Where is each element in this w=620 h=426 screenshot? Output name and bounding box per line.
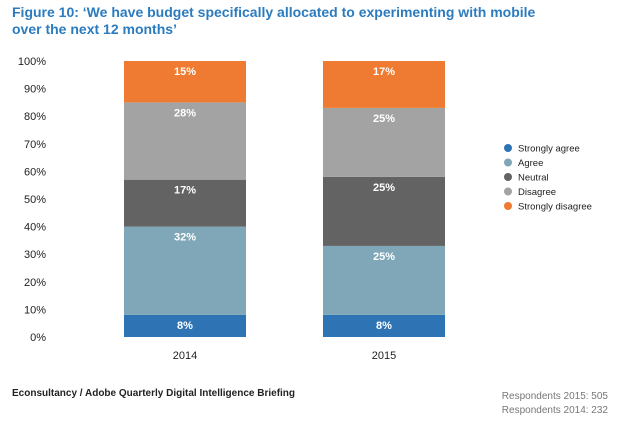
legend-marker-strongly_disagree	[504, 202, 512, 210]
y-tick-label: 0%	[30, 332, 46, 344]
legend-marker-strongly_agree	[504, 144, 512, 152]
chart-title-line-1: Figure 10: ‘We have budget specifically …	[12, 4, 536, 20]
y-tick-label: 70%	[24, 139, 46, 151]
data-label-2015-disagree: 25%	[373, 113, 395, 125]
y-tick-label: 40%	[24, 222, 46, 234]
legend-marker-disagree	[504, 187, 512, 196]
respondents-2014: Respondents 2014: 232	[501, 405, 608, 416]
data-label-2015-neutral: 25%	[373, 182, 395, 194]
y-tick-label: 90%	[24, 84, 46, 96]
legend-label-agree: Agree	[518, 158, 543, 169]
data-label-2015-agree: 25%	[373, 251, 395, 263]
bar-segment-2015-neutral	[323, 176, 445, 246]
y-tick-label: 80%	[24, 111, 46, 123]
bar-segment-2015-strongly_disagree	[323, 61, 445, 108]
bar-segment-2014-agree	[124, 226, 246, 315]
chart-title-line-2: over the next 12 months’	[12, 21, 177, 37]
x-tick-label-2015: 2015	[372, 350, 396, 362]
bar-segment-2014-disagree	[124, 102, 246, 180]
data-label-2014-neutral: 17%	[174, 185, 196, 197]
bar-segment-2014-neutral	[124, 179, 246, 227]
y-tick-label: 50%	[24, 194, 46, 206]
y-tick-label: 20%	[24, 277, 46, 289]
data-label-2014-strongly_agree: 8%	[177, 320, 193, 332]
source-note: Econsultancy / Adobe Quarterly Digital I…	[12, 388, 296, 399]
bar-segment-2014-strongly_disagree	[124, 61, 246, 103]
respondents-note: Respondents 2015: 505 Respondents 2014: …	[502, 390, 608, 418]
legend-marker-neutral	[504, 173, 512, 181]
legend-label-disagree: Disagree	[518, 187, 556, 198]
y-tick-label: 100%	[18, 56, 46, 68]
data-label-2014-strongly_disagree: 15%	[174, 66, 196, 78]
y-tick-label: 30%	[24, 249, 46, 261]
bar-segment-2015-agree	[323, 245, 445, 315]
data-label-2015-strongly_disagree: 17%	[373, 66, 395, 78]
bar-segment-2015-strongly_agree	[323, 314, 445, 337]
legend-marker-agree	[504, 158, 512, 167]
stacked-bar-chart: 0% 10% 20% 30% 40% 50% 60% 70% 80% 90% 100% 8% 32% 17…	[18, 56, 592, 362]
bar-segment-2014-strongly_agree	[124, 314, 246, 337]
x-tick-label-2014: 2014	[173, 350, 197, 362]
legend-label-strongly_disagree: Strongly disagree	[518, 202, 592, 213]
bar-segment-2015-disagree	[323, 107, 445, 177]
chart-title: Figure 10: ‘We have budget specifically …	[12, 4, 612, 38]
respondents-2015: Respondents 2015: 505	[501, 391, 608, 402]
data-label-2014-disagree: 28%	[174, 107, 196, 119]
legend-label-neutral: Neutral	[518, 173, 549, 184]
y-tick-label: 60%	[24, 166, 46, 178]
data-label-2014-agree: 32%	[174, 232, 196, 244]
legend-label-strongly_agree: Strongly agree	[518, 144, 580, 155]
y-tick-label: 10%	[24, 304, 46, 316]
data-label-2015-strongly_agree: 8%	[376, 320, 392, 332]
